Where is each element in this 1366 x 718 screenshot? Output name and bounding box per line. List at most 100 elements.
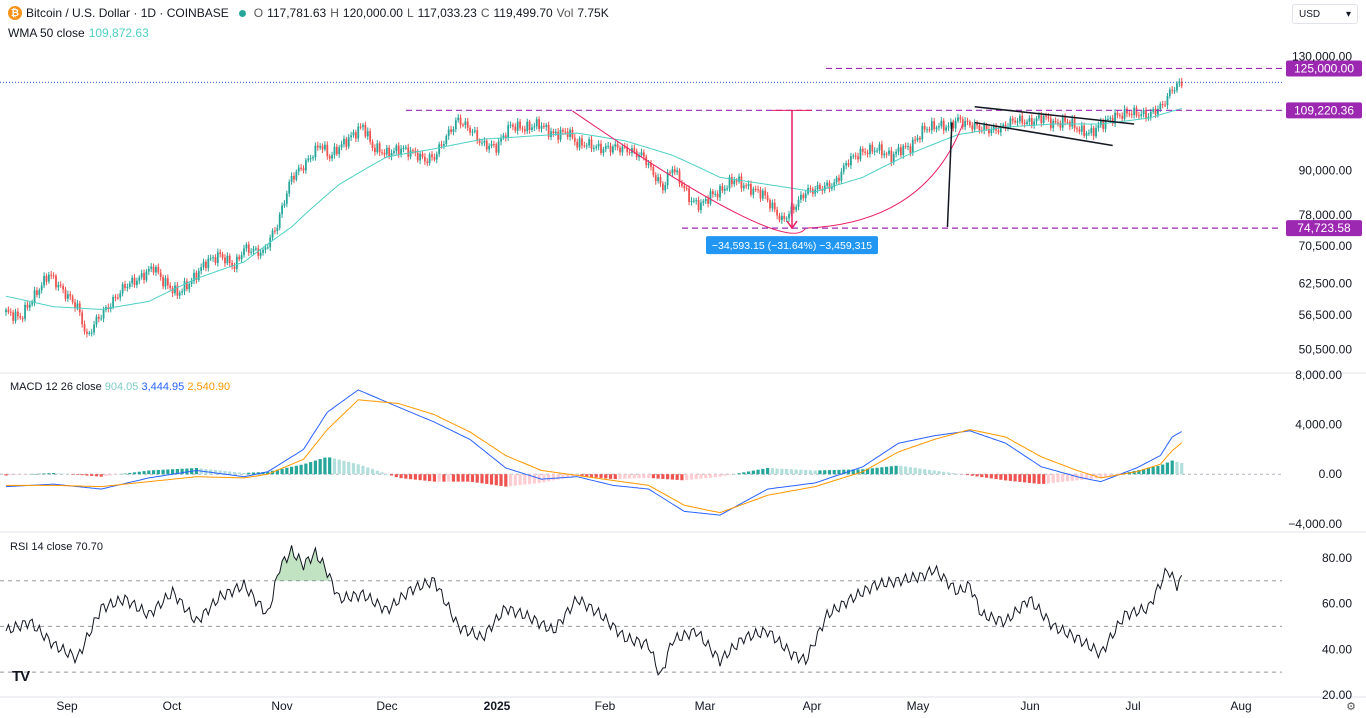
- candle-body: [650, 163, 652, 167]
- candle-body: [616, 144, 619, 148]
- candle-body: [514, 126, 517, 131]
- candle-body: [331, 154, 333, 159]
- macd-histogram-bar: [999, 474, 1003, 480]
- macd-histogram-bar: [389, 474, 394, 476]
- macd-signal-line: [6, 399, 1183, 514]
- candle-body: [1049, 118, 1052, 128]
- candle-body: [828, 182, 831, 189]
- candle-body: [531, 127, 533, 130]
- candle-body: [978, 125, 981, 131]
- candle-body: [259, 252, 262, 256]
- macd-axis-tick: 4,000.00: [1295, 418, 1342, 432]
- candle-body: [1116, 112, 1119, 116]
- macd-histogram-bar: [313, 460, 317, 475]
- candle-body: [174, 285, 176, 294]
- time-axis-label: Jul: [1125, 699, 1140, 713]
- candle-body: [714, 193, 717, 195]
- macd-histogram-bar: [1161, 464, 1165, 475]
- symbol-header: ₿ Bitcoin / U.S. Dollar · 1D · COINBASE …: [8, 6, 609, 20]
- candle-body: [312, 157, 314, 159]
- candle-body: [212, 257, 214, 259]
- candle-body: [252, 248, 255, 252]
- candle-body: [1018, 115, 1021, 122]
- candle-body: [1030, 118, 1033, 126]
- macd-histogram-bar: [989, 474, 993, 479]
- candle-body: [1164, 104, 1166, 106]
- macd-histogram-bar: [746, 471, 751, 475]
- candle-body: [162, 277, 164, 287]
- candle-body: [1083, 125, 1086, 136]
- macd-histogram-bar: [456, 474, 460, 482]
- candle-body: [642, 152, 645, 157]
- macd-histogram-bar: [337, 459, 341, 475]
- macd-histogram-bar: [242, 472, 246, 475]
- candle-body: [124, 284, 126, 288]
- candle-body: [1147, 116, 1150, 119]
- candle-body: [7, 309, 10, 312]
- candle-body: [335, 146, 338, 155]
- candle-body: [1047, 116, 1050, 119]
- rsi-axis-tick: 60.00: [1322, 597, 1352, 611]
- macd-histogram-bar: [818, 470, 822, 475]
- candle-body: [654, 175, 657, 182]
- macd-histogram-bar: [123, 473, 127, 475]
- volume-value: 7.75K: [577, 6, 609, 20]
- candle-body: [683, 185, 686, 189]
- settings-icon[interactable]: ⚙: [1346, 701, 1356, 713]
- candle-body: [390, 153, 393, 157]
- macd-histogram-bar: [580, 474, 584, 476]
- high-value: 120,000.00: [342, 6, 403, 20]
- macd-histogram-bar: [956, 473, 960, 475]
- candle-body: [735, 180, 738, 182]
- macd-histogram-bar: [361, 465, 365, 475]
- currency-select[interactable]: USD ▾: [1292, 4, 1358, 24]
- macd-histogram-bar: [627, 474, 632, 479]
- macd-histogram-bar: [799, 469, 803, 475]
- measure-label-box: [706, 236, 878, 255]
- candle-body: [116, 297, 119, 299]
- candle-body: [671, 169, 674, 174]
- symbol-title[interactable]: Bitcoin / U.S. Dollar · 1D · COINBASE: [26, 6, 229, 20]
- macd-histogram-bar: [556, 474, 560, 480]
- candle-body: [871, 144, 874, 152]
- tradingview-logo[interactable]: TV: [12, 668, 30, 685]
- candle-body: [721, 186, 724, 191]
- macd-histogram-bar: [670, 474, 674, 480]
- candle-body: [33, 290, 36, 303]
- candle-body: [112, 296, 114, 307]
- candle-body: [676, 170, 679, 173]
- candle-body: [433, 157, 436, 160]
- candle-body: [923, 126, 926, 130]
- candle-body: [1092, 128, 1095, 137]
- macd-histogram-bar: [961, 474, 965, 475]
- candle-body: [366, 131, 369, 137]
- candle-body: [740, 176, 743, 189]
- open-value: 117,781.63: [267, 6, 327, 20]
- candle-body: [859, 148, 862, 160]
- macd-histogram-bar: [1018, 474, 1022, 482]
- macd-histogram-bar: [356, 464, 360, 475]
- macd-axis-tick: 0.00: [1319, 467, 1343, 481]
- candle-body: [471, 131, 474, 133]
- candle-body: [138, 277, 141, 281]
- candle-body: [324, 144, 326, 150]
- candle-body: [519, 121, 521, 129]
- macd-histogram-bar: [32, 473, 37, 475]
- candle-body: [526, 121, 529, 132]
- candle-body: [319, 145, 322, 148]
- candle-body: [723, 188, 726, 191]
- macd-histogram-bar: [223, 470, 227, 475]
- candle-body: [1128, 113, 1131, 115]
- macd-histogram-bar: [166, 469, 170, 475]
- candle-body: [783, 215, 786, 219]
- volume-label: Vol: [556, 6, 574, 20]
- macd-histogram-bar: [908, 467, 912, 475]
- rsi-legend: RSI 14 close 70.70: [10, 541, 103, 553]
- macd-histogram-bar: [727, 474, 732, 475]
- wma-legend[interactable]: WMA 50 close 109,872.63: [8, 26, 149, 40]
- candle-body: [1076, 128, 1078, 130]
- macd-histogram-bar: [466, 474, 470, 482]
- macd-histogram-bar: [1089, 474, 1093, 479]
- macd-histogram-bar: [756, 469, 760, 475]
- macd-histogram-bar: [75, 474, 79, 475]
